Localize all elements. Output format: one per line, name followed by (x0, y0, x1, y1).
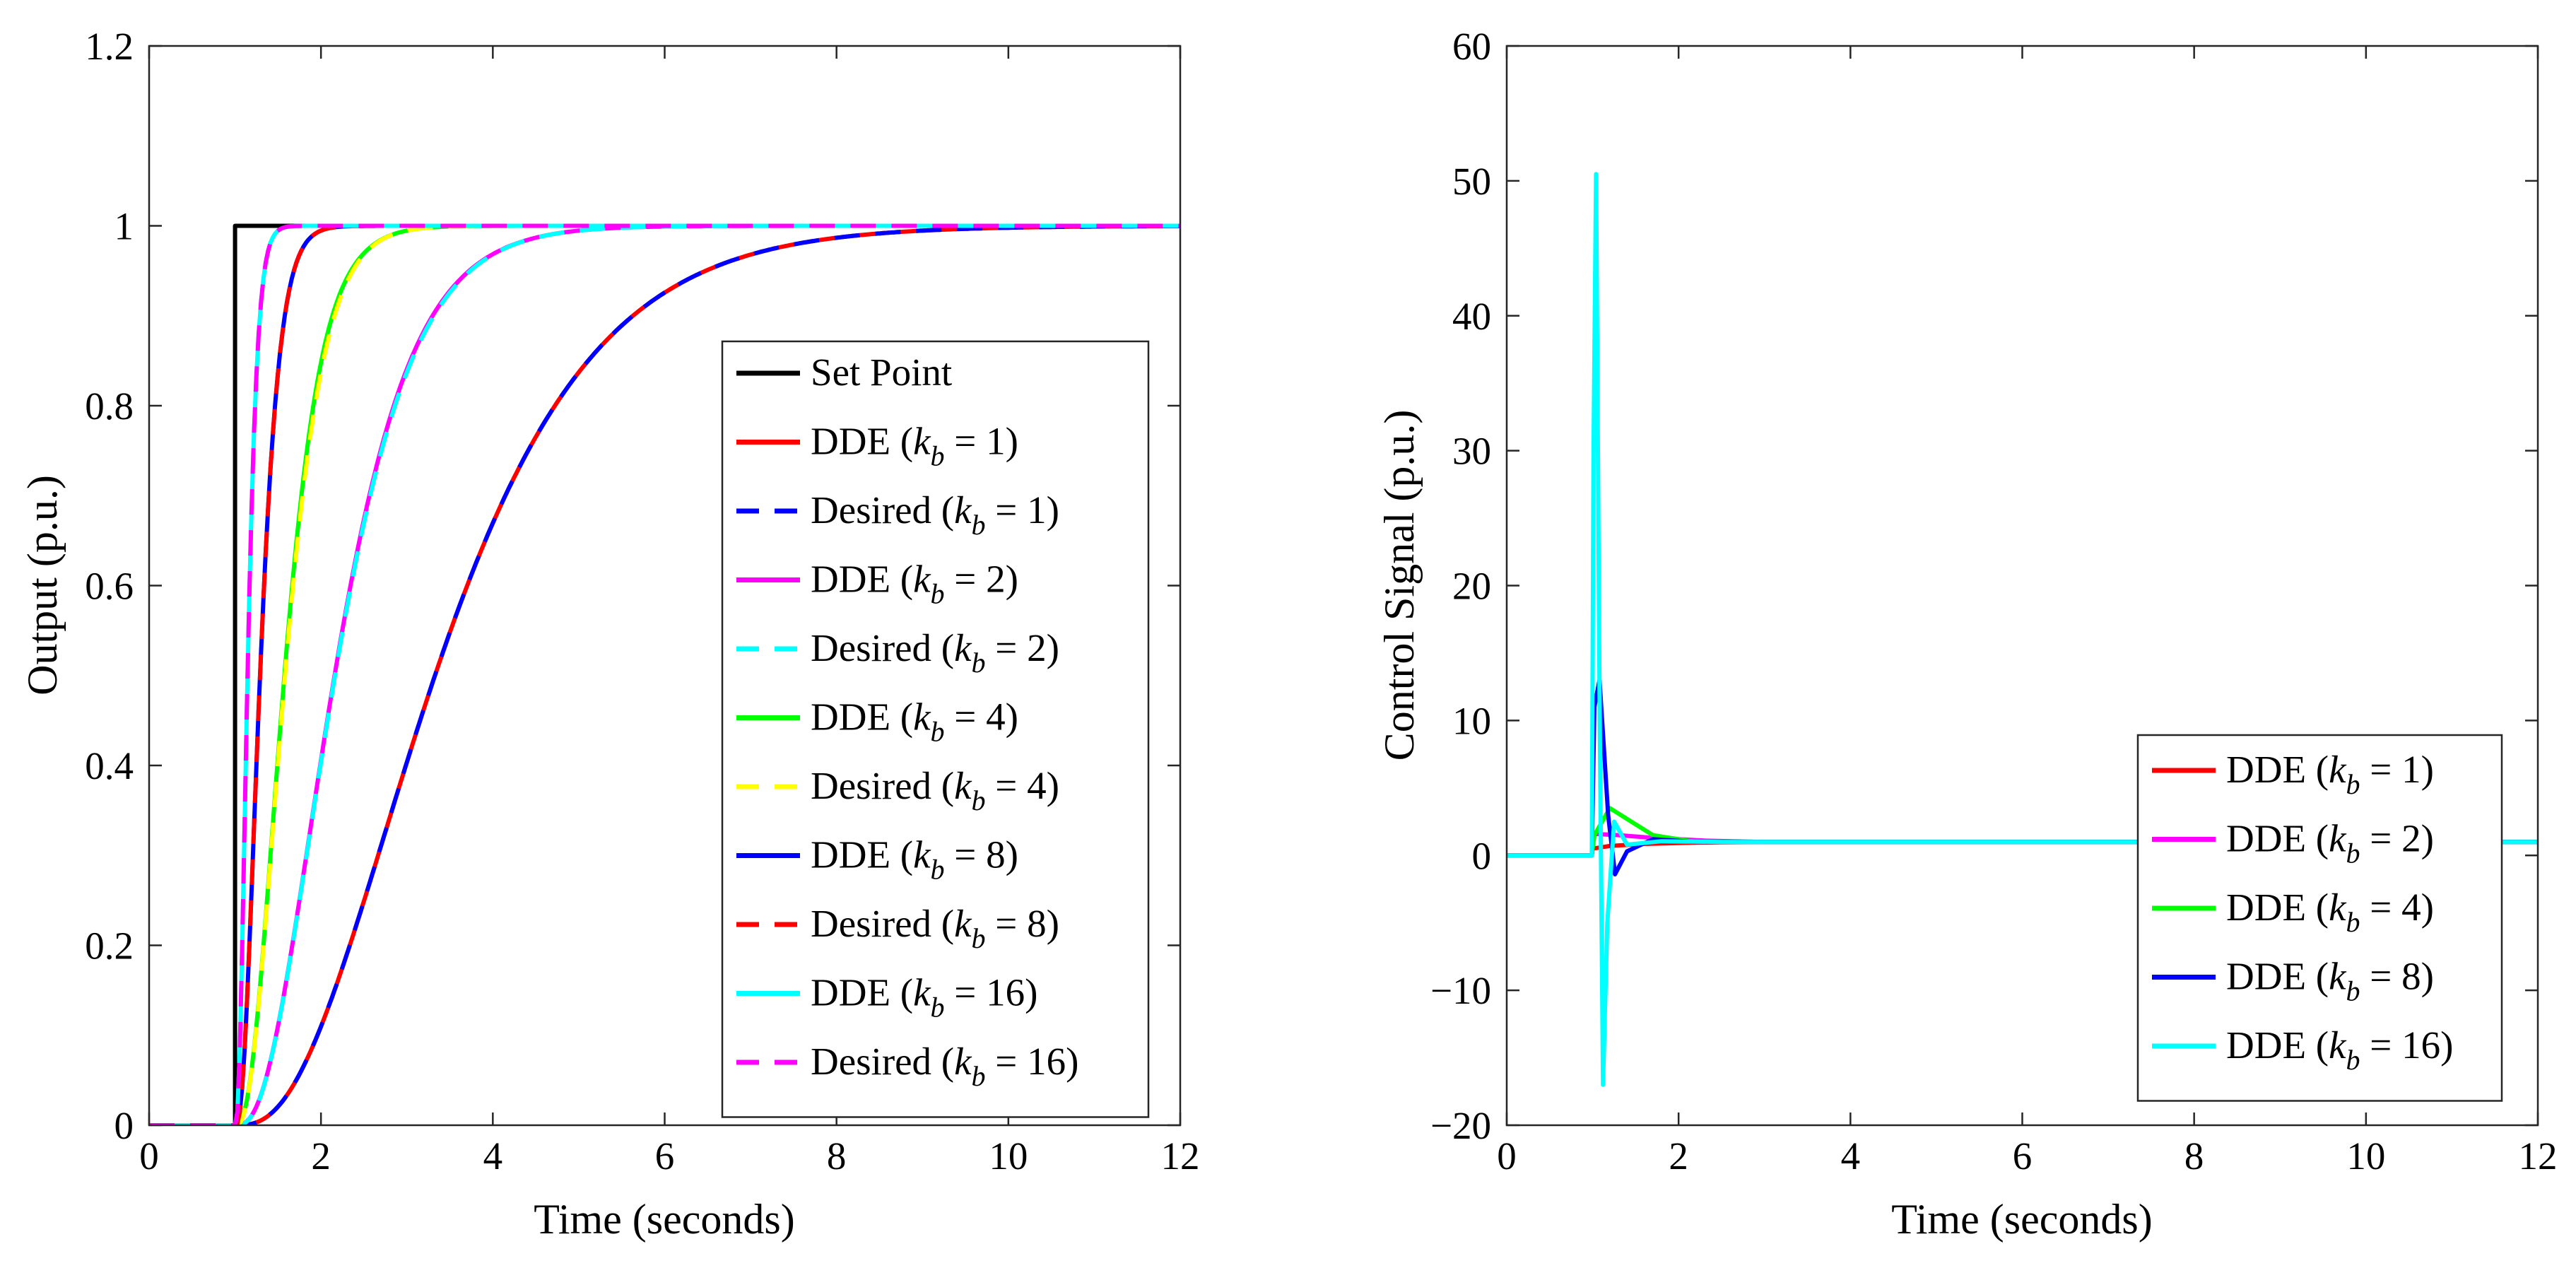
x-tick-label: 2 (1669, 1134, 1688, 1178)
x-tick-label: 8 (827, 1134, 847, 1178)
legend-series-name: DDE (811, 558, 890, 601)
legend-series-name: Desired (811, 1040, 931, 1083)
y-tick-label: 0 (114, 1104, 134, 1147)
x-tick-label: 0 (1497, 1134, 1517, 1178)
legend-series-name: DDE (2226, 748, 2306, 791)
legend-entry: DDE (kb = 2) (2226, 817, 2434, 869)
output-chart-series (149, 223, 1180, 1125)
legend-entry: DDE (kb = 16) (811, 971, 1037, 1023)
legend-entry: DDE (kb = 1) (811, 420, 1018, 472)
legend-series-name: DDE (811, 695, 890, 739)
legend-series-name: Set Point (811, 351, 952, 394)
legend-series-name: DDE (811, 420, 890, 463)
legend-kb-value: 16 (1027, 1040, 1066, 1083)
x-tick-label: 10 (2346, 1134, 2385, 1178)
y-tick-label: 30 (1452, 430, 1491, 473)
x-tick-label: 10 (989, 1134, 1028, 1178)
legend-kb-value: 2 (2401, 817, 2421, 860)
legend-entry: DDE (kb = 8) (2226, 955, 2434, 1007)
legend-series-name: DDE (811, 833, 890, 876)
legend-entry: Set Point (811, 351, 952, 394)
legend-box (2136, 734, 2503, 1102)
x-tick-label: 4 (1841, 1134, 1861, 1178)
legend-entry: DDE (kb = 2) (811, 558, 1018, 610)
control-chart-xlabel: Time (seconds) (1891, 1196, 2152, 1243)
legend-kb-value: 4 (1027, 764, 1047, 807)
control-chart-legend: DDE (kb = 1) DDE (kb = 2) DDE (kb = 4) DDE … (2136, 734, 2503, 1102)
x-tick-label: 4 (483, 1134, 503, 1178)
legend-entry: DDE (kb = 1) (2226, 748, 2434, 800)
legend-series-name: DDE (2226, 817, 2306, 860)
legend-series-name: DDE (2226, 886, 2306, 929)
series-line-dde-kb-16 (1507, 172, 2538, 1087)
legend-series-name: DDE (2226, 955, 2306, 998)
legend-kb-value: 8 (986, 833, 1006, 876)
y-tick-label: 60 (1452, 25, 1491, 68)
output-chart-xlabel: Time (seconds) (534, 1196, 794, 1243)
legend-entry: DDE (kb = 8) (811, 833, 1018, 886)
legend-box (721, 340, 1150, 1118)
legend-kb-value: 1 (1027, 488, 1047, 532)
x-tick-label: 8 (2184, 1134, 2204, 1178)
control-chart-x-tick-labels: 0 2 4 6 8 10 12 (1497, 1134, 2557, 1178)
output-chart: 0 2 4 6 8 10 12 00.20.40.60.811.2 Time (second… (19, 25, 1200, 1243)
legend-kb-value: 8 (2401, 955, 2421, 998)
x-tick-label: 2 (311, 1134, 331, 1178)
y-tick-label: −10 (1430, 969, 1491, 1012)
legend-kb-value: 16 (2401, 1023, 2440, 1067)
legend-entry: Desired (kb = 2) (811, 626, 1059, 679)
y-tick-label: −20 (1430, 1104, 1491, 1147)
y-tick-label: 0 (1472, 834, 1492, 877)
y-tick-label: 0.4 (85, 744, 134, 787)
series-line-desired-kb-16 (149, 223, 1180, 1125)
legend-kb-value: 8 (1027, 902, 1047, 945)
legend-kb-value: 16 (986, 971, 1025, 1014)
output-chart-y-tick-labels: 0 0.2 0.4 0.6 0.8 1 1.2 (85, 25, 134, 1147)
control-chart-ylabel: Control Signal (p.u.) (1376, 410, 1423, 761)
x-tick-label: 0 (139, 1134, 159, 1178)
x-tick-label: 12 (2519, 1134, 2558, 1178)
output-chart-legend: Set Point DDE (kb = 1) Desired (kb = 1) DDE… (721, 340, 1150, 1118)
output-chart-ylabel: Output (p.u.) (19, 475, 66, 695)
legend-series-name: Desired (811, 626, 931, 669)
x-tick-label: 6 (2013, 1134, 2033, 1178)
legend-kb-value: 2 (986, 558, 1006, 601)
legend-series-name: Desired (811, 902, 931, 945)
legend-entry: Desired (kb = 4) (811, 764, 1059, 816)
legend-series-name: DDE (2226, 1023, 2306, 1067)
output-chart-frame (148, 45, 1182, 1127)
legend-entry: DDE (kb = 16) (2226, 1023, 2453, 1076)
y-tick-label: 40 (1452, 295, 1491, 338)
legend-entry: DDE (kb = 4) (811, 695, 1018, 748)
control-chart-y-tick-labels: −20 −10 0 10 20 30 40 50 60 (1430, 25, 1491, 1147)
y-tick-label: 0.6 (85, 565, 134, 608)
legend-kb-value: 1 (2401, 748, 2421, 791)
legend-series-name: Desired (811, 488, 931, 532)
y-tick-label: 20 (1452, 565, 1491, 608)
y-tick-label: 0.8 (85, 384, 134, 428)
y-tick-label: 1 (114, 205, 134, 248)
legend-kb-value: 4 (2401, 886, 2421, 929)
control-chart-frame (1505, 45, 2539, 1127)
legend-entry: DDE (kb = 4) (2226, 886, 2434, 938)
y-tick-label: 50 (1452, 160, 1491, 203)
legend-kb-value: 2 (1027, 626, 1047, 669)
x-tick-label: 12 (1161, 1134, 1200, 1178)
control-chart-series (1507, 172, 2538, 1087)
legend-series-name: DDE (811, 971, 890, 1014)
y-tick-label: 10 (1452, 699, 1491, 742)
legend-kb-value: 1 (986, 420, 1006, 463)
y-tick-label: 0.2 (85, 924, 134, 968)
output-chart-x-tick-labels: 0 2 4 6 8 10 12 (139, 1134, 1199, 1178)
legend-entry: Desired (kb = 8) (811, 902, 1059, 954)
x-tick-label: 6 (655, 1134, 675, 1178)
legend-entry: Desired (kb = 16) (811, 1040, 1078, 1092)
legend-kb-value: 4 (986, 695, 1006, 739)
legend-entry: Desired (kb = 1) (811, 488, 1059, 541)
legend-series-name: Desired (811, 764, 931, 807)
y-tick-label: 1.2 (85, 25, 134, 68)
